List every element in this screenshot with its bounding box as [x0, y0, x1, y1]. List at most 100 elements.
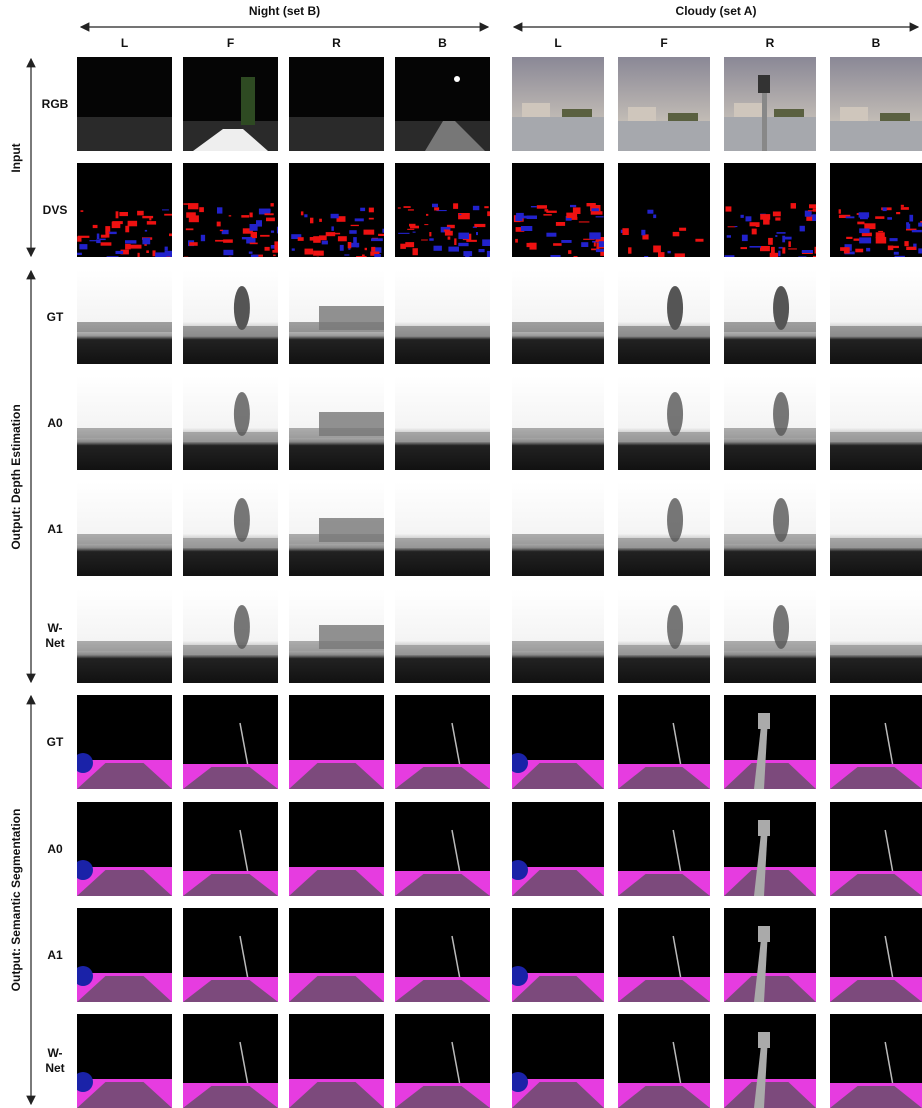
- column-label: L: [512, 36, 604, 50]
- row-group-title: Output: Depth Estimation: [9, 404, 23, 549]
- image: [395, 482, 490, 576]
- row-label: GT: [40, 735, 70, 750]
- image: [830, 908, 922, 1002]
- image: [724, 482, 816, 576]
- image: [724, 163, 816, 257]
- column-label: R: [289, 36, 384, 50]
- image: [512, 1014, 604, 1108]
- image: [289, 376, 384, 470]
- image: [395, 695, 490, 789]
- image: [77, 270, 172, 364]
- image: [512, 695, 604, 789]
- image: [395, 1014, 490, 1108]
- image: [289, 589, 384, 683]
- image: [289, 270, 384, 364]
- image: [183, 376, 278, 470]
- image: [395, 589, 490, 683]
- row-label: A1: [40, 948, 70, 963]
- image: [618, 802, 710, 896]
- row-label: GT: [40, 310, 70, 325]
- image: [512, 376, 604, 470]
- figure: Night (set B)LFRBCloudy (set A)LFRBInput…: [0, 0, 922, 1108]
- image: [77, 695, 172, 789]
- column-group-title: Cloudy (set A): [512, 4, 920, 18]
- image: [289, 695, 384, 789]
- image: [77, 589, 172, 683]
- image: [830, 589, 922, 683]
- image: [724, 908, 816, 1002]
- image: [77, 57, 172, 151]
- image: [289, 482, 384, 576]
- image: [830, 695, 922, 789]
- image: [724, 695, 816, 789]
- image: [724, 802, 816, 896]
- image: [724, 1014, 816, 1108]
- image: [830, 163, 922, 257]
- image: [830, 802, 922, 896]
- row-label: DVS: [40, 203, 70, 218]
- image: [183, 802, 278, 896]
- image: [289, 163, 384, 257]
- column-label: R: [724, 36, 816, 50]
- image: [183, 57, 278, 151]
- image: [724, 270, 816, 364]
- image: [512, 57, 604, 151]
- column-label: B: [395, 36, 490, 50]
- image: [183, 908, 278, 1002]
- column-group-title: Night (set B): [79, 4, 490, 18]
- column-label: F: [618, 36, 710, 50]
- column-label: F: [183, 36, 278, 50]
- image: [183, 695, 278, 789]
- image: [77, 802, 172, 896]
- image: [618, 695, 710, 789]
- row-group-title: Input: [9, 143, 23, 172]
- image: [395, 908, 490, 1002]
- image: [183, 1014, 278, 1108]
- image: [724, 57, 816, 151]
- image: [289, 1014, 384, 1108]
- image: [512, 908, 604, 1002]
- row-label: W-Net: [40, 1046, 70, 1076]
- image: [512, 589, 604, 683]
- row-group-title: Output: Semantic Segmentation: [9, 809, 23, 992]
- row-label: RGB: [40, 97, 70, 112]
- image: [830, 270, 922, 364]
- image: [724, 589, 816, 683]
- image: [395, 376, 490, 470]
- image: [77, 1014, 172, 1108]
- row-label: A0: [40, 416, 70, 431]
- image: [395, 270, 490, 364]
- image: [830, 57, 922, 151]
- image: [183, 163, 278, 257]
- image: [183, 482, 278, 576]
- image: [395, 163, 490, 257]
- image: [618, 589, 710, 683]
- image: [289, 802, 384, 896]
- image: [512, 482, 604, 576]
- image: [395, 57, 490, 151]
- image: [512, 802, 604, 896]
- row-label: W-Net: [40, 621, 70, 651]
- column-label: L: [77, 36, 172, 50]
- column-label: B: [830, 36, 922, 50]
- image: [183, 270, 278, 364]
- image: [77, 908, 172, 1002]
- image: [830, 376, 922, 470]
- image: [618, 1014, 710, 1108]
- image: [724, 376, 816, 470]
- image: [618, 163, 710, 257]
- image: [618, 482, 710, 576]
- row-label: A0: [40, 842, 70, 857]
- image: [395, 802, 490, 896]
- image: [183, 589, 278, 683]
- row-label: A1: [40, 522, 70, 537]
- image: [512, 163, 604, 257]
- image: [618, 376, 710, 470]
- image: [77, 163, 172, 257]
- image: [77, 376, 172, 470]
- image: [618, 270, 710, 364]
- image: [830, 482, 922, 576]
- image: [289, 57, 384, 151]
- image: [289, 908, 384, 1002]
- image: [512, 270, 604, 364]
